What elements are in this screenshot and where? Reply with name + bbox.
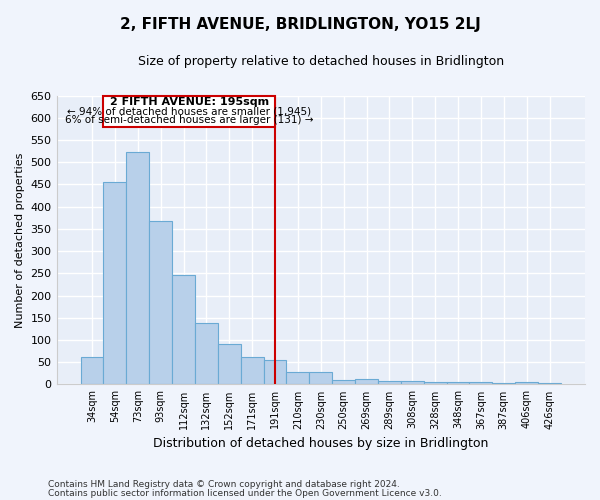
Text: 2, FIFTH AVENUE, BRIDLINGTON, YO15 2LJ: 2, FIFTH AVENUE, BRIDLINGTON, YO15 2LJ [119,18,481,32]
Bar [241,357,263,384]
Y-axis label: Number of detached properties: Number of detached properties [15,152,25,328]
Bar [127,152,149,384]
Bar [263,360,286,384]
Bar [218,344,241,384]
Text: 2 FIFTH AVENUE: 195sqm: 2 FIFTH AVENUE: 195sqm [110,98,269,108]
Bar [469,382,493,384]
Bar [172,274,195,384]
Bar [493,382,515,384]
Text: Contains public sector information licensed under the Open Government Licence v3: Contains public sector information licen… [48,488,442,498]
Text: 6% of semi-detached houses are larger (131) →: 6% of semi-detached houses are larger (1… [65,116,313,126]
X-axis label: Distribution of detached houses by size in Bridlington: Distribution of detached houses by size … [153,437,488,450]
FancyBboxPatch shape [103,96,275,126]
Bar [355,379,378,384]
Bar [538,382,561,384]
Bar [286,372,310,384]
Bar [195,323,218,384]
Bar [515,382,538,384]
Bar [149,221,172,384]
Bar [103,182,127,384]
Text: ← 94% of detached houses are smaller (1,945): ← 94% of detached houses are smaller (1,… [67,106,311,116]
Title: Size of property relative to detached houses in Bridlington: Size of property relative to detached ho… [138,55,504,68]
Bar [80,357,103,384]
Bar [446,382,469,384]
Bar [332,380,355,384]
Bar [310,372,332,384]
Text: Contains HM Land Registry data © Crown copyright and database right 2024.: Contains HM Land Registry data © Crown c… [48,480,400,489]
Bar [401,382,424,384]
Bar [424,382,446,384]
Bar [378,381,401,384]
